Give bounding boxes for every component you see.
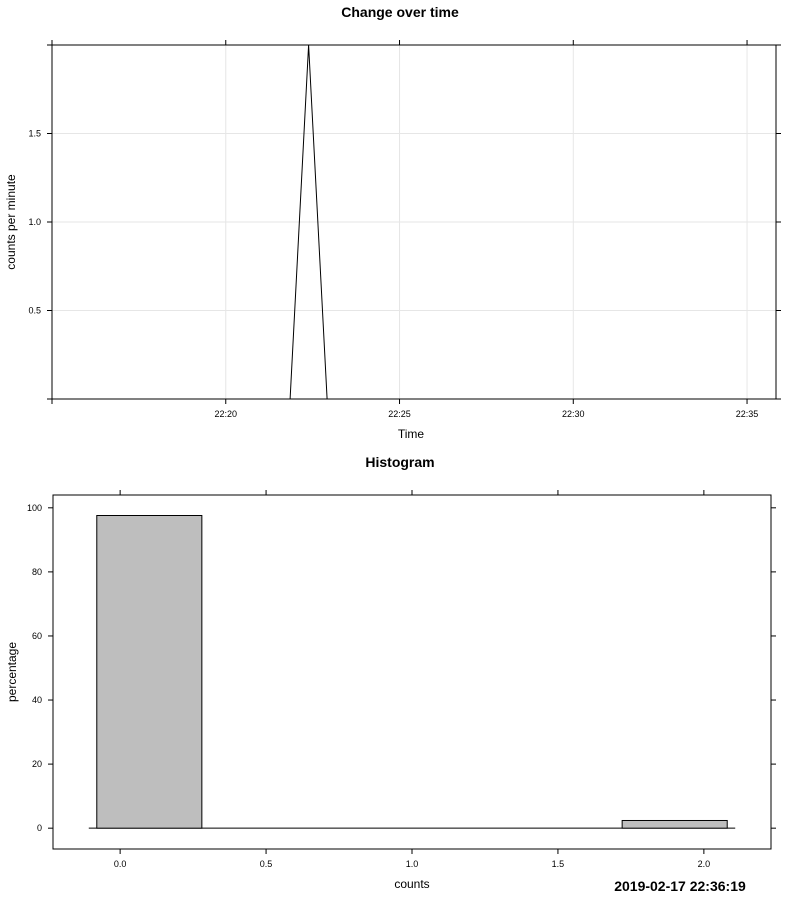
y-axis-label: counts per minute [4,174,18,270]
y-tick-label: 40 [32,695,42,705]
y-tick-label: 60 [32,631,42,641]
y-tick-label: 80 [32,567,42,577]
y-tick-label: 1.5 [28,129,41,139]
x-tick-label: 1.0 [406,859,419,869]
x-tick-label: 0.0 [114,859,127,869]
x-tick-label: 2.0 [698,859,711,869]
y-axis-label: percentage [5,642,19,702]
x-axis-label: Time [398,427,425,441]
histogram-bar [96,515,203,829]
x-tick-label: 22:20 [214,409,237,419]
x-tick-label: 22:25 [388,409,411,419]
y-tick-label: 20 [32,759,42,769]
x-tick-label: 22:30 [562,409,585,419]
x-axis-label: counts [394,877,429,891]
y-tick-label: 0 [37,823,42,833]
histogram-bar [621,819,728,829]
y-tick-label: 100 [27,503,42,513]
timestamp: 2019-02-17 22:36:19 [614,878,746,894]
x-tick-label: 1.5 [552,859,565,869]
y-tick-label: 1.0 [28,217,41,227]
x-tick-label: 0.5 [260,859,273,869]
y-tick-label: 0.5 [28,306,41,316]
x-tick-label: 22:35 [736,409,759,419]
chart-title: Change over time [341,4,459,20]
chart-title: Histogram [365,454,434,470]
